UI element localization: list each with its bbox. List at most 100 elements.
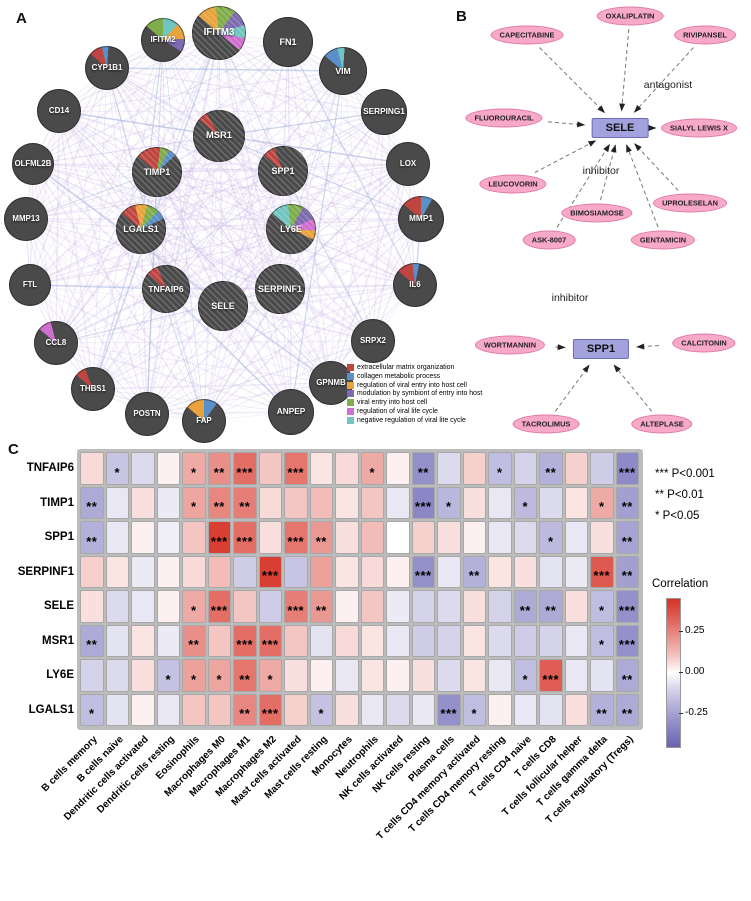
heatmap-cell[interactable]: * xyxy=(182,659,206,692)
gene-node-ly6e[interactable]: LY6E xyxy=(266,204,316,254)
heatmap-cell[interactable] xyxy=(335,693,359,726)
heatmap-cell[interactable] xyxy=(411,590,435,623)
gene-node-lox[interactable]: LOX xyxy=(386,142,430,186)
heatmap-cell[interactable] xyxy=(335,555,359,588)
heatmap-cell[interactable] xyxy=(335,452,359,485)
gene-node-serping1[interactable]: SERPING1 xyxy=(361,89,407,135)
heatmap-cell[interactable] xyxy=(80,555,104,588)
heatmap-cell[interactable] xyxy=(182,693,206,726)
drug-node-calcitonin[interactable]: CALCITONIN xyxy=(672,333,736,353)
heatmap-cell[interactable] xyxy=(131,521,155,554)
heatmap-cell[interactable] xyxy=(564,659,588,692)
heatmap-cell[interactable] xyxy=(513,555,537,588)
heatmap-cell[interactable] xyxy=(386,659,410,692)
heatmap-cell[interactable]: *** xyxy=(615,590,639,623)
heatmap-cell[interactable]: *** xyxy=(233,624,257,657)
gene-node-timp1[interactable]: TIMP1 xyxy=(132,147,182,197)
heatmap-cell[interactable] xyxy=(386,486,410,519)
heatmap-cell[interactable] xyxy=(131,693,155,726)
drug-node-uproleselan[interactable]: UPROLESELAN xyxy=(653,193,727,213)
heatmap-cell[interactable] xyxy=(539,486,563,519)
heatmap-cell[interactable] xyxy=(156,452,180,485)
gene-node-fn1[interactable]: FN1 xyxy=(263,17,313,67)
gene-node-cyp1b1[interactable]: CYP1B1 xyxy=(85,46,129,90)
heatmap-cell[interactable] xyxy=(233,590,257,623)
heatmap-cell[interactable] xyxy=(233,555,257,588)
heatmap-cell[interactable]: *** xyxy=(615,624,639,657)
gene-node-tnfaip6[interactable]: TNFAIP6 xyxy=(142,265,190,313)
heatmap-cell[interactable] xyxy=(335,624,359,657)
heatmap-cell[interactable]: * xyxy=(590,590,614,623)
heatmap-cell[interactable]: *** xyxy=(284,521,308,554)
heatmap-cell[interactable]: ** xyxy=(233,693,257,726)
heatmap-cell[interactable]: ** xyxy=(80,486,104,519)
heatmap-cell[interactable] xyxy=(131,486,155,519)
heatmap-cell[interactable]: *** xyxy=(539,659,563,692)
gene-node-ftl[interactable]: FTL xyxy=(9,264,51,306)
heatmap-cell[interactable] xyxy=(386,521,410,554)
heatmap-cell[interactable] xyxy=(590,452,614,485)
heatmap-cell[interactable] xyxy=(360,521,384,554)
heatmap-cell[interactable]: * xyxy=(207,659,231,692)
heatmap-cell[interactable] xyxy=(105,693,129,726)
heatmap-cell[interactable] xyxy=(284,555,308,588)
heatmap-cell[interactable] xyxy=(488,590,512,623)
heatmap-cell[interactable] xyxy=(539,624,563,657)
gene-node-il6[interactable]: IL6 xyxy=(393,263,437,307)
heatmap-cell[interactable]: *** xyxy=(284,590,308,623)
heatmap-cell[interactable]: * xyxy=(182,486,206,519)
heatmap-cell[interactable]: ** xyxy=(309,521,333,554)
heatmap-cell[interactable]: ** xyxy=(80,521,104,554)
heatmap-cell[interactable]: *** xyxy=(590,555,614,588)
heatmap-cell[interactable] xyxy=(411,659,435,692)
heatmap-cell[interactable]: ** xyxy=(233,486,257,519)
heatmap-cell[interactable]: * xyxy=(156,659,180,692)
gene-node-sele[interactable]: SELE xyxy=(198,281,248,331)
gene-node-srpx2[interactable]: SRPX2 xyxy=(351,319,395,363)
heatmap-cell[interactable] xyxy=(131,624,155,657)
drug-node-tacrolimus[interactable]: TACROLIMUS xyxy=(512,414,580,434)
heatmap-cell[interactable] xyxy=(284,693,308,726)
heatmap-cell[interactable] xyxy=(386,555,410,588)
heatmap-cell[interactable]: * xyxy=(513,486,537,519)
gene-node-thbs1[interactable]: THBS1 xyxy=(71,367,115,411)
heatmap-cell[interactable] xyxy=(437,452,461,485)
gene-node-fap[interactable]: FAP xyxy=(182,399,226,443)
heatmap-cell[interactable]: *** xyxy=(207,590,231,623)
heatmap-cell[interactable] xyxy=(437,521,461,554)
heatmap-cell[interactable] xyxy=(207,555,231,588)
gene-node-ifitm2[interactable]: IFITM2 xyxy=(141,18,185,62)
heatmap-cell[interactable] xyxy=(105,659,129,692)
heatmap-cell[interactable]: * xyxy=(513,659,537,692)
heatmap-cell[interactable] xyxy=(462,521,486,554)
heatmap-cell[interactable]: ** xyxy=(615,693,639,726)
gene-node-spp1[interactable]: SPP1 xyxy=(258,146,308,196)
heatmap-cell[interactable] xyxy=(131,452,155,485)
heatmap-cell[interactable] xyxy=(156,555,180,588)
heatmap-cell[interactable]: *** xyxy=(233,521,257,554)
heatmap-cell[interactable] xyxy=(488,659,512,692)
heatmap-cell[interactable]: ** xyxy=(513,590,537,623)
heatmap-cell[interactable]: * xyxy=(590,486,614,519)
gene-node-anpep[interactable]: ANPEP xyxy=(268,389,314,435)
heatmap-cell[interactable] xyxy=(411,693,435,726)
heatmap-cell[interactable] xyxy=(80,659,104,692)
heatmap-cell[interactable] xyxy=(462,590,486,623)
gene-node-postn[interactable]: POSTN xyxy=(125,392,169,436)
drug-node-alteplase[interactable]: ALTEPLASE xyxy=(631,414,693,434)
drug-node-gentamicin[interactable]: GENTAMICIN xyxy=(630,230,696,250)
heatmap-cell[interactable] xyxy=(360,624,384,657)
drug-node-bimosiamose[interactable]: BIMOSIAMOSE xyxy=(561,203,633,223)
heatmap-cell[interactable] xyxy=(105,486,129,519)
drug-node-sialyl-lewis-x[interactable]: SIALYL LEWIS X xyxy=(661,118,737,138)
heatmap-cell[interactable] xyxy=(131,555,155,588)
gene-node-msr1[interactable]: MSR1 xyxy=(193,110,245,162)
heatmap-cell[interactable]: ** xyxy=(80,624,104,657)
gene-node-lgals1[interactable]: LGALS1 xyxy=(116,204,166,254)
heatmap-cell[interactable] xyxy=(156,590,180,623)
gene-node-olfml2b[interactable]: OLFML2B xyxy=(12,143,54,185)
heatmap-cell[interactable] xyxy=(386,693,410,726)
heatmap-cell[interactable] xyxy=(386,624,410,657)
heatmap-cell[interactable] xyxy=(207,693,231,726)
heatmap-cell[interactable]: *** xyxy=(258,693,282,726)
